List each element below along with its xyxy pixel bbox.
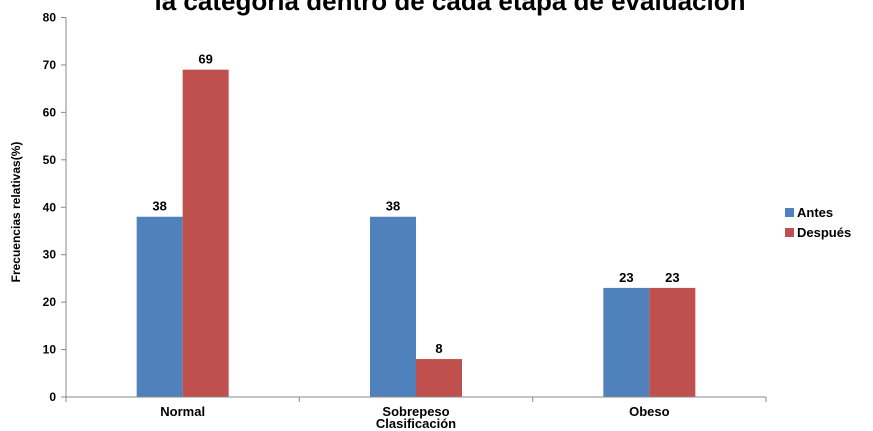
bar [370,216,416,397]
legend-label: Después [797,225,851,240]
data-label: 8 [435,341,442,356]
legend-swatch [785,228,794,237]
y-tick-label: 70 [43,58,57,72]
legend-label: Antes [797,205,833,220]
x-axis-title: Clasificación [376,416,456,431]
bar [416,359,462,397]
x-category-label: Normal [160,404,205,419]
bar [603,287,650,397]
x-category-label: Obeso [629,404,670,419]
bar [649,287,696,397]
data-label: 23 [619,270,633,285]
y-tick-label: 0 [49,390,56,404]
data-label: 23 [665,270,679,285]
data-label: 38 [152,199,166,214]
legend: Antes Después [785,205,851,240]
y-tick-label: 40 [43,200,57,214]
bars [136,69,696,398]
bar [136,216,183,397]
chart-title: la categoría dentro de cada etapa de eva… [155,0,746,16]
data-label: 38 [386,199,400,214]
y-tick-label: 50 [43,153,57,167]
y-tick-label: 80 [43,11,57,25]
x-category-label: Sobrepeso [382,404,449,419]
y-tick-label: 60 [43,105,57,119]
legend-swatch [785,208,794,217]
x-axis-labels: Normal Sobrepeso Obeso [65,397,767,419]
data-label: 69 [198,52,212,67]
y-axis-title: Frecuencias relativas(%) [9,142,23,283]
y-tick-label: 30 [43,248,57,262]
y-tick-label: 10 [43,343,57,357]
data-labels: 38 69 38 8 23 23 [152,52,679,356]
y-tick-label: 20 [43,295,57,309]
y-axis-ticks: 0 10 20 30 40 50 60 70 80 [43,11,66,404]
bar [182,69,229,398]
